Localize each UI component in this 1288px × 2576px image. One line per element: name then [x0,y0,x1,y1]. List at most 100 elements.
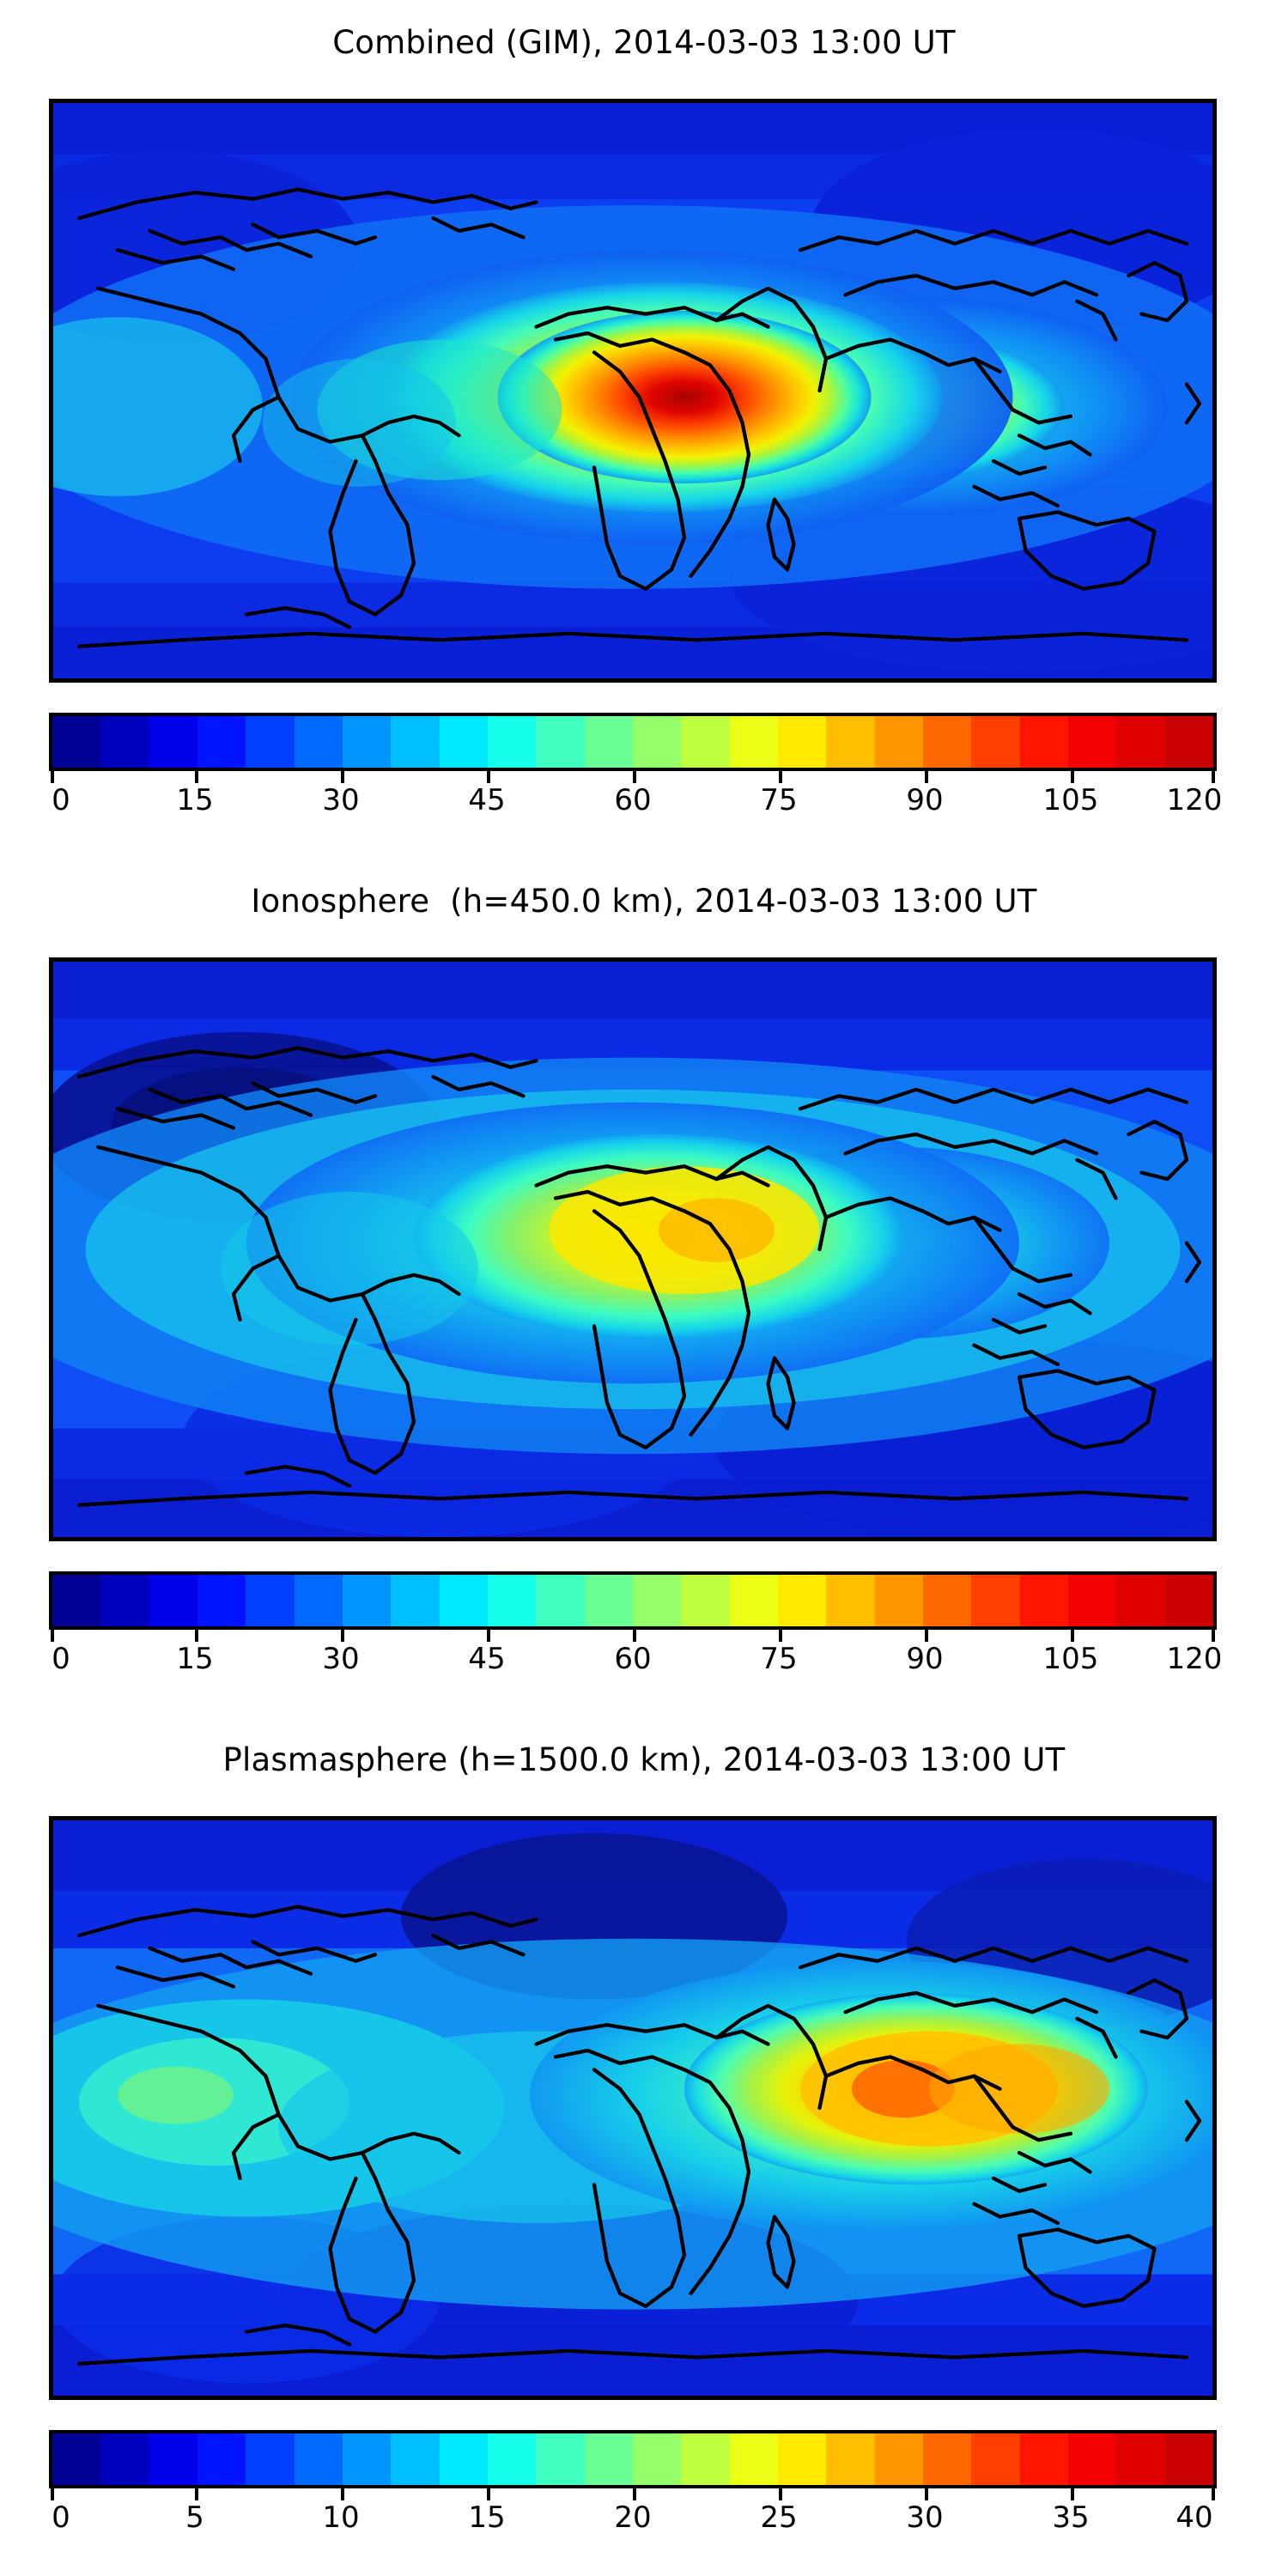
colorbar-tick [1071,1630,1074,1642]
colorbar-swatch [874,716,923,768]
colorbar-tick [779,2488,782,2500]
colorbar-tick-label: 0 [52,783,70,817]
colorbar-tick-label: 25 [760,2500,798,2535]
colorbar-swatch [487,2433,537,2485]
colorbar-swatch [1019,1575,1068,1626]
panel-title: Plasmasphere (h=1500.0 km), 2014-03-03 1… [222,1741,1066,1778]
colorbar-ticks [49,1630,1217,1642]
colorbar-tick [1212,1630,1215,1642]
colorbar-swatch [439,716,488,768]
colorbar-swatch [246,2433,295,2485]
colorbar-swatch [1164,1575,1213,1626]
colorbar-tick-label: 0 [52,2500,70,2535]
colorbar-swatch [246,1575,295,1626]
colorbar-tick-label: 60 [614,783,652,817]
colorbar-swatch [52,1575,101,1626]
colorbar-tick-label: 5 [185,2500,204,2535]
panel-title: Combined (GIM), 2014-03-03 13:00 UT [332,24,956,61]
panel-title: Ionosphere (h=450.0 km), 2014-03-03 13:0… [251,883,1037,920]
colorbar-swatch [681,716,730,768]
colorbar-swatch [149,1575,197,1626]
colorbar-swatch [729,716,778,768]
colorbar-swatch [729,2433,778,2485]
colorbar-swatch [246,716,295,768]
colorbar-swatch [971,2433,1020,2485]
colorbar-tick-label: 90 [906,1642,944,1676]
colorbar-swatch [439,2433,488,2485]
colorbar-swatch [197,716,246,768]
colorbar-swatch [536,2433,585,2485]
colorbar-tick [633,1630,636,1642]
colorbar-swatch [826,2433,875,2485]
colorbar-swatch [1067,716,1117,768]
colorbar-tick-label: 40 [1176,2500,1213,2535]
colorbar-tick [51,771,54,783]
colorbar-swatch [536,1575,585,1626]
colorbar-tick [341,2488,344,2500]
colorbar-swatch [729,1575,778,1626]
map-combined-gim [49,99,1217,683]
map-canvas [53,1820,1212,2396]
colorbar-swatch [1164,2433,1213,2485]
colorbar-tick [633,2488,636,2500]
colorbar-tick-label: 90 [906,783,944,817]
colorbar-tick-label: 75 [760,783,798,817]
colorbar-swatch [971,1575,1020,1626]
map-canvas [53,962,1212,1537]
panel-plasmasphere-1500: Plasmasphere (h=1500.0 km), 2014-03-03 1… [0,1717,1288,2576]
colorbar-swatch [632,2433,682,2485]
colorbar-tick-label: 105 [1042,783,1099,817]
colorbar-tick-label: 105 [1042,1642,1099,1676]
colorbar-gradient [49,2430,1217,2488]
colorbar-swatch [874,1575,923,1626]
colorbar-tick [487,1630,490,1642]
colorbar-swatch [1067,2433,1117,2485]
colorbar-swatch [149,716,197,768]
colorbar-tick-label: 20 [614,2500,652,2535]
colorbar-swatch [777,1575,827,1626]
colorbar-tick-label: 35 [1052,2500,1090,2535]
colorbar-tick-label: 30 [322,783,360,817]
colorbar-swatch [777,716,827,768]
colorbar-swatch [149,2433,197,2485]
tec-field-plasmasphere [53,1820,1212,2396]
colorbar-swatch [826,716,875,768]
colorbar-swatch [1116,2433,1165,2485]
map-canvas [53,103,1212,678]
coastlines [76,1046,1202,1507]
colorbar-tick-label: 15 [176,783,214,817]
colorbar-tick-label: 0 [52,1642,70,1676]
colorbar-swatch [584,1575,633,1626]
colorbar-swatch [1164,716,1213,768]
colorbar-tick [195,1630,198,1642]
colorbar-swatch [681,1575,730,1626]
colorbar-swatch [922,2433,972,2485]
colorbar-tick-label: 30 [322,1642,360,1676]
colorbar-tick [487,2488,490,2500]
colorbar-swatch [632,716,682,768]
colorbar-tick [341,1630,344,1642]
colorbar-tick-labels: 0 15 30 45 60 75 90 105 120 [49,783,1222,821]
colorbar-swatch [391,716,440,768]
colorbar-swatch [1067,1575,1117,1626]
colorbar-swatch [342,2433,392,2485]
colorbar-swatch [100,716,149,768]
colorbar-tick [779,1630,782,1642]
colorbar-plasmasphere-1500: 0 5 10 15 20 25 30 35 40 [49,2430,1217,2538]
colorbar-swatch [584,716,633,768]
colorbar-tick [1212,771,1215,783]
colorbar-swatch [52,716,101,768]
colorbar-gradient [49,1571,1217,1630]
colorbar-swatch [391,2433,440,2485]
colorbar-swatch [294,716,343,768]
colorbar-tick [1212,2488,1215,2500]
colorbar-swatch [487,716,537,768]
colorbar-swatch [922,716,972,768]
colorbar-swatch [294,2433,343,2485]
colorbar-tick-label: 45 [468,1642,506,1676]
colorbar-tick [1071,2488,1074,2500]
colorbar-swatch [536,716,585,768]
colorbar-swatch [342,1575,392,1626]
colorbar-swatch [100,1575,149,1626]
